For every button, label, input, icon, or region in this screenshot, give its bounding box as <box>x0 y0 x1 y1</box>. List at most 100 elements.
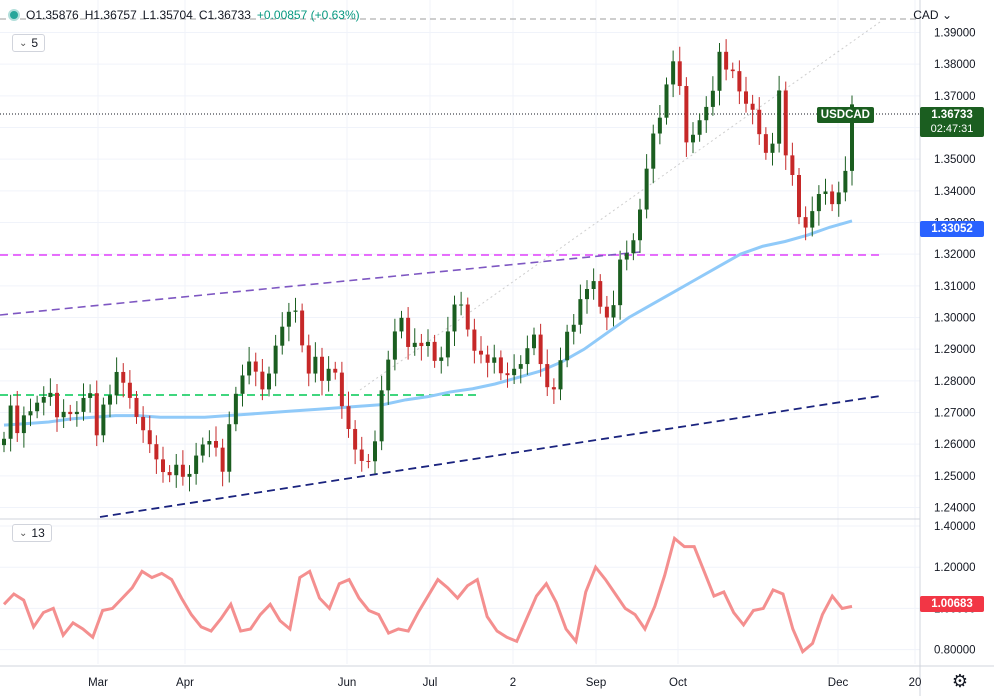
candle-body <box>777 90 782 144</box>
candle-body <box>803 217 808 228</box>
candle-body <box>339 372 344 407</box>
candle-body <box>492 357 497 363</box>
candle-body <box>247 361 252 376</box>
candle-body <box>578 299 583 325</box>
candle-body <box>618 259 623 306</box>
time-tick-label: Apr <box>176 677 194 689</box>
ma-value-tag: 1.33052 <box>920 221 984 237</box>
moving-average-line[interactable] <box>3 219 853 427</box>
time-tick-label: 2 <box>510 677 516 689</box>
candle-body <box>830 191 835 205</box>
purple-trendline[interactable] <box>0 251 641 316</box>
candle-body <box>790 155 795 175</box>
candle-body <box>730 69 735 72</box>
time-axis[interactable]: Mar Apr Jun Jul 2 Sep Oct Dec 20 <box>88 677 921 689</box>
currency-selector[interactable]: CAD ⌄ <box>913 8 952 22</box>
candle-body <box>373 441 377 462</box>
candle-body <box>823 191 828 194</box>
candle-body <box>8 405 13 439</box>
candle-body <box>74 411 79 415</box>
price-tick-label: 1.24000 <box>934 503 976 515</box>
candle-body <box>386 359 391 391</box>
price-tick-label: 1.35000 <box>934 154 976 166</box>
legend-open: O1.35876 <box>26 8 79 22</box>
time-tick-label: 20 <box>909 677 922 689</box>
price-tick-label: 1.29000 <box>934 344 976 356</box>
candle-body <box>763 134 768 153</box>
candle-body <box>532 334 536 349</box>
candle-body <box>286 311 291 327</box>
time-tick-label: Oct <box>669 677 688 689</box>
candle-body <box>684 86 689 143</box>
legend-low: L1.35704 <box>142 8 193 22</box>
candle-body <box>538 334 543 365</box>
candle-body <box>810 211 815 228</box>
candle-body <box>220 447 225 472</box>
price-axis[interactable]: 1.390001.380001.370001.360001.350001.340… <box>934 28 976 515</box>
candle-body <box>227 424 232 472</box>
lower-indicator-pill[interactable]: ⌄ 13 <box>12 524 52 542</box>
candle-body <box>459 304 464 306</box>
candle-body <box>207 441 212 445</box>
candle-body <box>320 356 324 381</box>
price-tick-label: 1.38000 <box>934 59 976 71</box>
candle-body <box>293 310 298 312</box>
candle-body <box>68 411 73 415</box>
candle-body <box>48 392 53 397</box>
candle-body <box>591 281 596 289</box>
candle-body <box>737 71 742 92</box>
candle-body <box>187 473 192 477</box>
legend-high: H1.36757 <box>84 8 137 22</box>
settings-gear-icon[interactable]: ⚙ <box>951 671 968 691</box>
candle-body <box>677 61 682 87</box>
lower-indicator-length: 13 <box>31 526 45 540</box>
candle-body <box>392 331 397 360</box>
candle-body <box>194 455 199 474</box>
candle-body <box>604 306 609 318</box>
candle-body <box>174 464 179 476</box>
candle-body <box>61 411 66 418</box>
candle-body <box>412 342 417 347</box>
candle-body <box>631 240 636 254</box>
collapse-chevron-icon[interactable]: ⌄ <box>19 527 28 539</box>
candle-body <box>35 402 40 412</box>
candle-body <box>267 373 271 390</box>
candle-body <box>651 133 656 169</box>
market-status-icon <box>8 9 20 21</box>
oscillator-tick-label: 0.80000 <box>934 645 976 657</box>
candle-body <box>406 317 411 347</box>
oscillator-line[interactable] <box>2 535 853 655</box>
oscillator-value-tag: 1.00683 <box>920 596 984 612</box>
time-tick-label: Mar <box>88 677 108 689</box>
candle-body <box>346 406 351 429</box>
candle-body <box>121 371 126 383</box>
candle-body <box>479 350 483 355</box>
main-indicator-pill[interactable]: ⌄ 5 <box>12 34 46 52</box>
candle-body <box>691 134 695 143</box>
gray-dotted-trendline[interactable] <box>359 21 881 391</box>
candle-body <box>585 289 589 300</box>
oscillator-tick-label: 1.40000 <box>934 521 976 533</box>
candle-body <box>697 120 702 135</box>
candle-body <box>273 345 278 374</box>
candle-body <box>214 441 218 448</box>
candle-body <box>167 472 172 476</box>
price-tick-label: 1.27000 <box>934 408 976 420</box>
candle-body <box>644 168 649 210</box>
candle-body <box>359 449 364 461</box>
candlestick-series[interactable] <box>2 39 854 492</box>
candle-body <box>598 281 603 307</box>
candle-body <box>81 397 86 412</box>
navy-trendline[interactable] <box>99 395 881 518</box>
time-tick-label: Dec <box>828 677 849 689</box>
collapse-chevron-icon[interactable]: ⌄ <box>19 37 28 49</box>
candle-body <box>850 104 854 171</box>
candle-body <box>147 430 152 445</box>
candle-body <box>379 390 384 442</box>
candle-body <box>306 345 311 374</box>
candle-body <box>419 342 424 346</box>
candle-body <box>28 411 33 416</box>
candle-body <box>432 341 437 361</box>
